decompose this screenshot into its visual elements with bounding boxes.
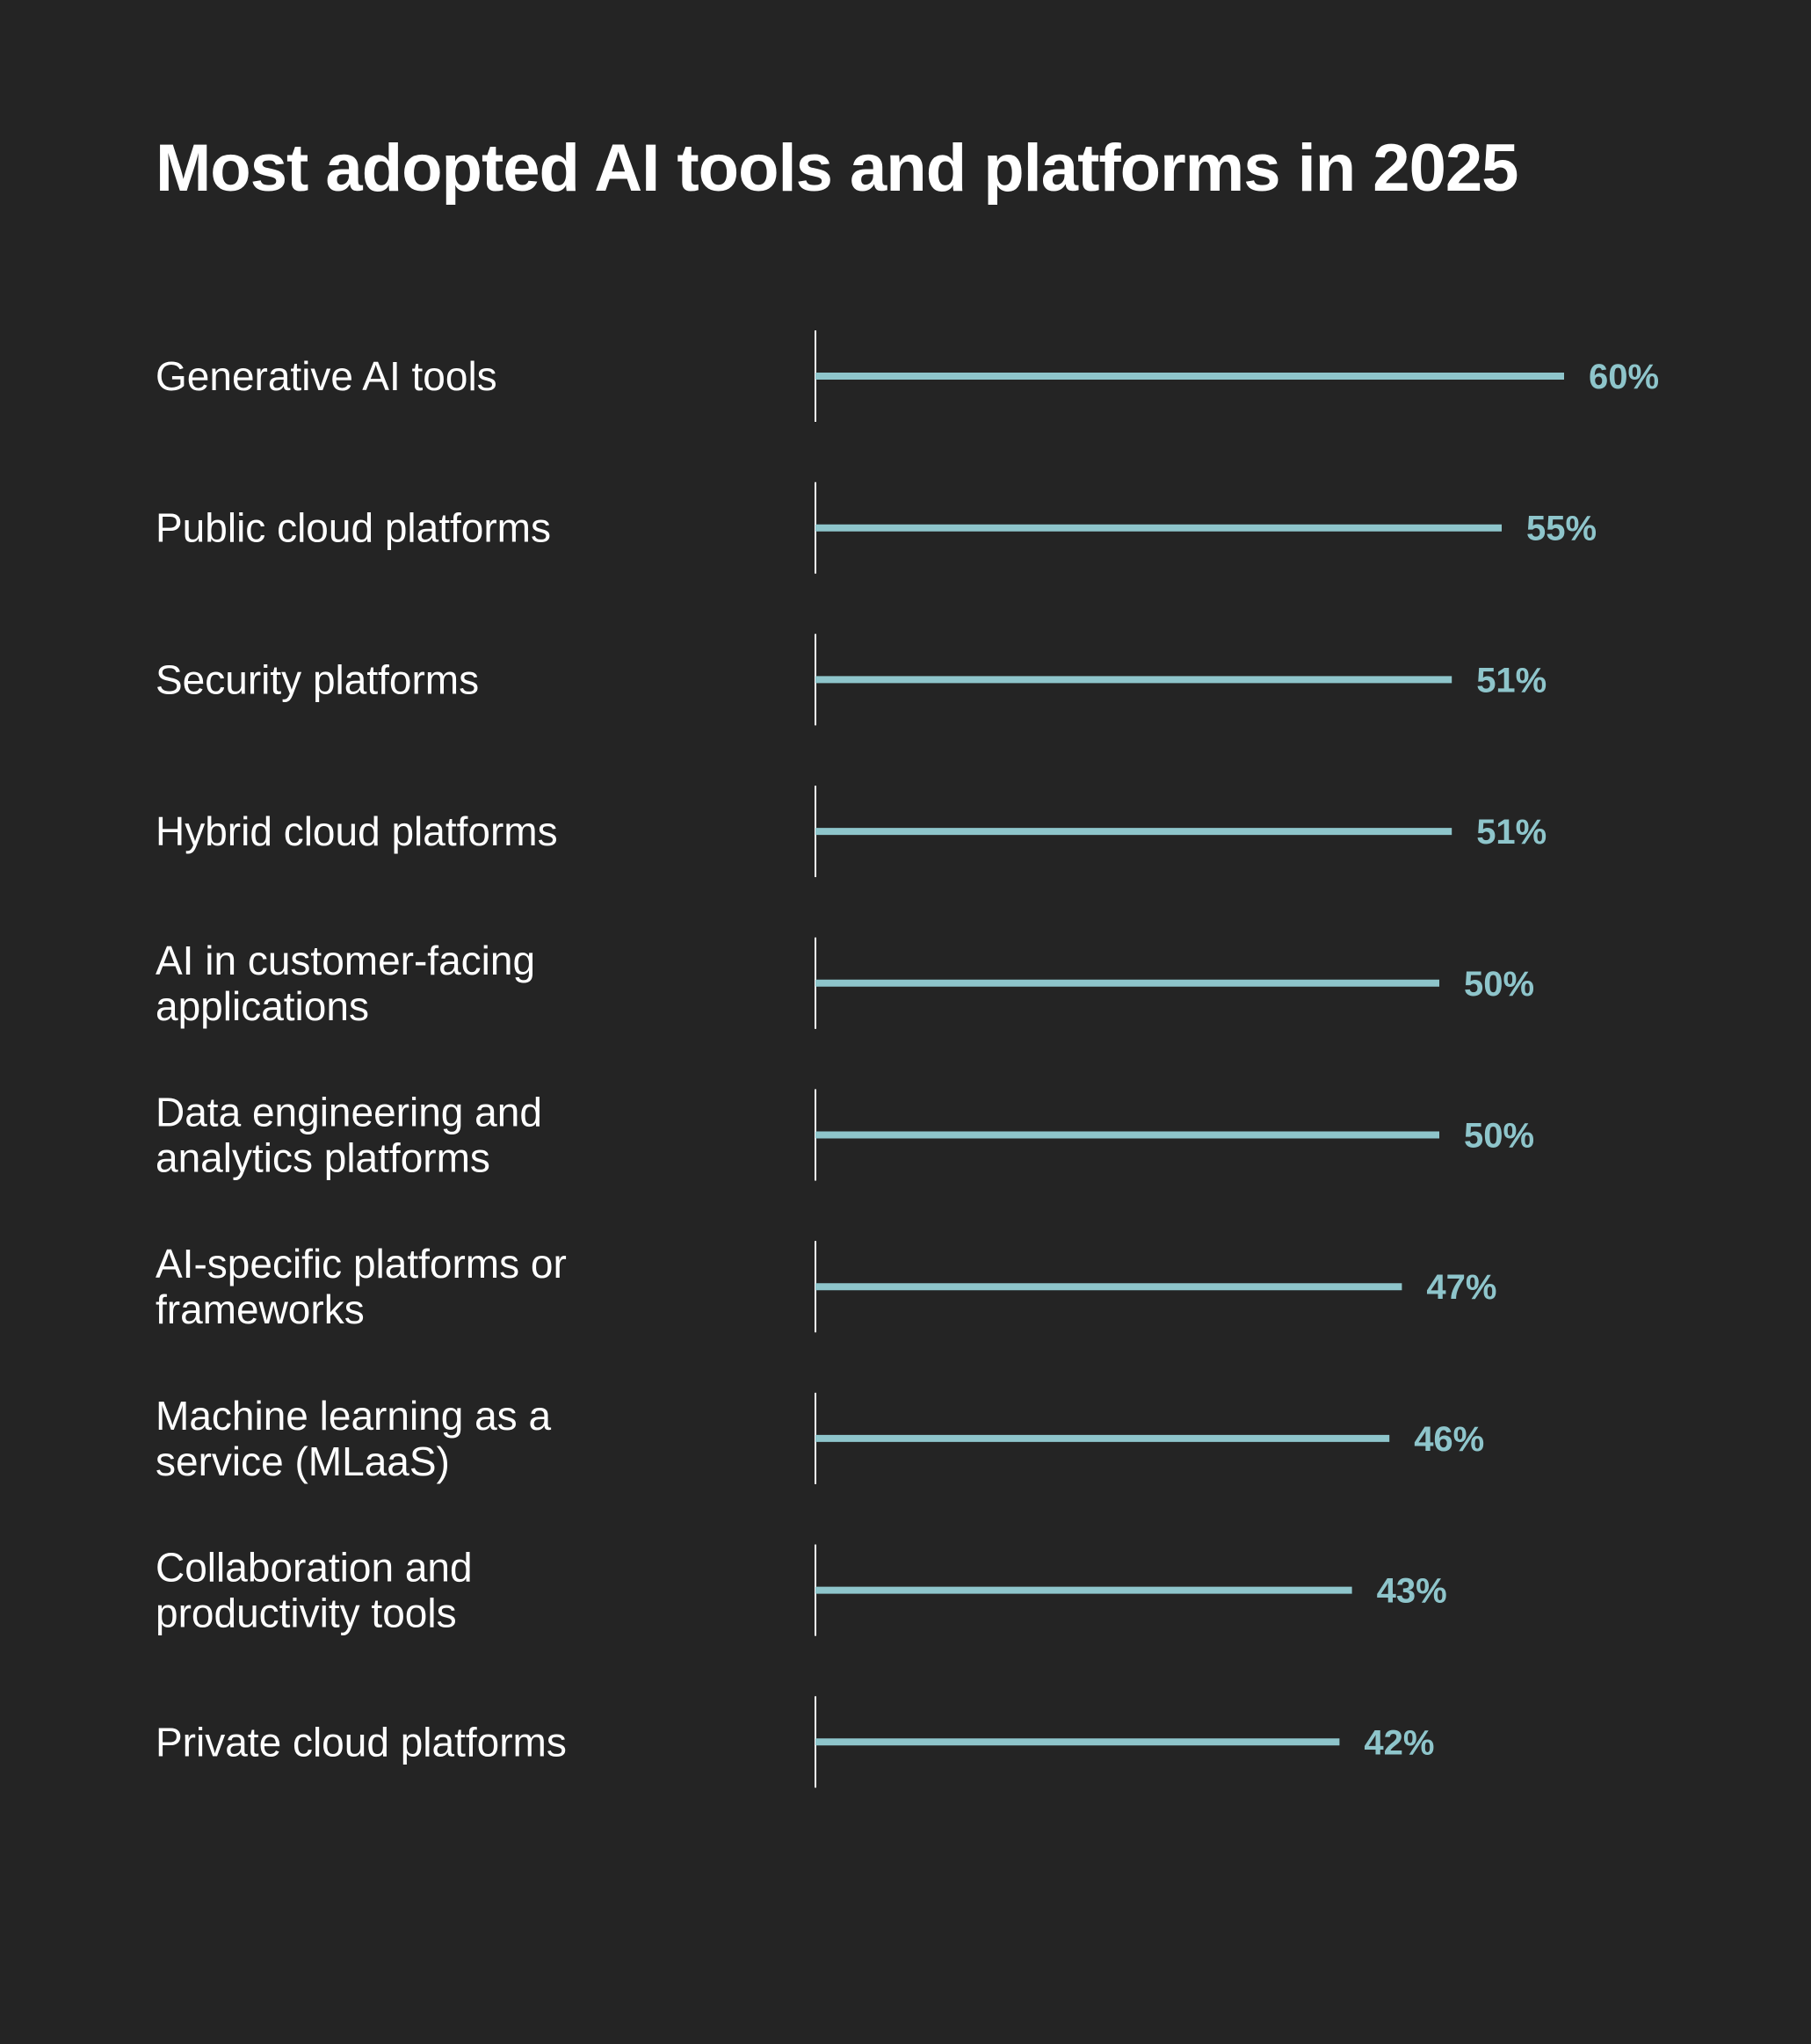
bar-row: Security platforms 51% — [156, 634, 1547, 726]
value-label: 46% — [1414, 1420, 1484, 1459]
bar-row: Generative AI tools 60% — [156, 330, 1659, 422]
bar-row: AI in customer-facing applications 50% — [156, 937, 1534, 1029]
value-label: 50% — [1464, 965, 1534, 1004]
value-label: 50% — [1464, 1117, 1534, 1156]
category-label: AI-specific platforms or frameworks — [156, 1241, 567, 1332]
value-label: 60% — [1589, 358, 1659, 396]
bar-row: Machine learning as a service (MLaaS) 46% — [156, 1392, 1484, 1484]
category-label: Collaboration and productivity tools — [156, 1545, 473, 1636]
bar-row: Public cloud platforms 55% — [156, 482, 1597, 574]
category-label: AI in customer-facing applications — [156, 938, 535, 1029]
value-label: 43% — [1377, 1572, 1447, 1611]
bar-row: Data engineering and analytics platforms 5… — [156, 1089, 1534, 1181]
category-label: Machine learning as a service (MLaaS) — [156, 1393, 551, 1484]
chart-title: Most adopted AI tools and platforms in 2… — [156, 131, 1518, 206]
value-label: 55% — [1526, 510, 1597, 548]
category-label: Hybrid cloud platforms — [156, 808, 558, 854]
category-label: Generative AI tools — [156, 353, 497, 399]
bar-row: Hybrid cloud platforms 51% — [156, 786, 1547, 878]
bar-row: Collaboration and productivity tools 43% — [156, 1544, 1447, 1636]
category-label: Private cloud platforms — [156, 1719, 567, 1765]
value-label: 51% — [1476, 661, 1547, 699]
category-label: Public cloud platforms — [156, 505, 551, 551]
value-label: 51% — [1476, 813, 1547, 852]
value-label: 42% — [1364, 1723, 1434, 1762]
category-label: Security platforms — [156, 656, 479, 702]
bar-row: AI-specific platforms or frameworks 47% — [156, 1241, 1496, 1333]
category-label: Data engineering and analytics platforms — [156, 1090, 542, 1181]
bar-row: Private cloud platforms 42% — [156, 1696, 1434, 1788]
value-label: 47% — [1426, 1268, 1496, 1307]
